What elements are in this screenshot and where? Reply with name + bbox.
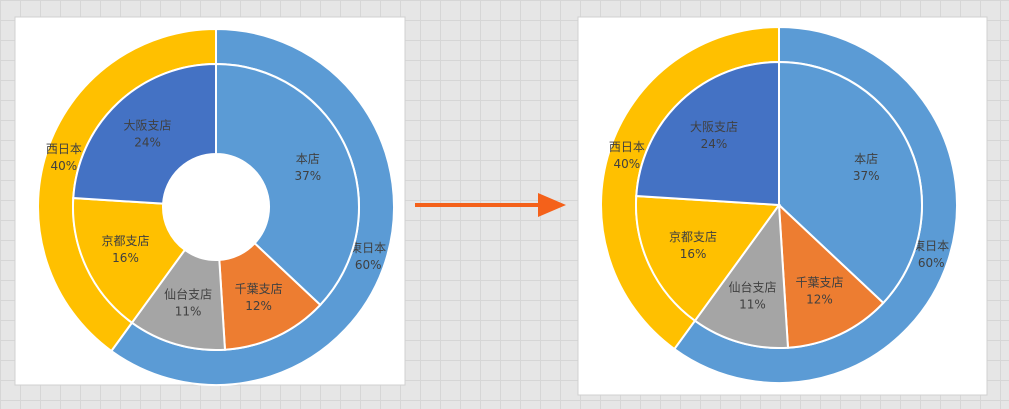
slice-label: 京都支店 (102, 234, 150, 248)
slice-value-label: 60% (918, 256, 945, 270)
wedge (72, 196, 187, 325)
slice-label: 仙台支店 (164, 287, 212, 302)
slice-label: 千葉支店 (795, 275, 843, 289)
slice-label: 大阪支店 (690, 120, 738, 134)
slice-label: 仙台支店 (728, 280, 776, 295)
slice-label: 東日本 (350, 241, 386, 255)
donut-hole (163, 154, 269, 260)
slice-value-label: 40% (50, 159, 77, 173)
wedge (635, 194, 781, 323)
slice-label: 西日本 (609, 140, 645, 154)
slice-value-label: 11% (175, 305, 202, 319)
slice-value-label: 24% (701, 137, 728, 151)
wedge (778, 60, 923, 305)
slice-label: 大阪支店 (124, 119, 172, 133)
slice-value-label: 12% (245, 299, 272, 313)
slice-value-label: 12% (806, 292, 833, 306)
wedge (777, 202, 885, 349)
slice-value-label: 40% (613, 157, 640, 171)
wedge (635, 60, 780, 207)
slice-value-label: 16% (112, 251, 139, 265)
slice-label: 本店 (296, 152, 320, 166)
slice-value-label: 24% (134, 136, 161, 150)
slice-label: 西日本 (46, 142, 82, 156)
slice-value-label: 37% (853, 169, 880, 183)
slice-label: 東日本 (913, 239, 949, 253)
slice-label: 千葉支店 (235, 282, 283, 296)
slice-value-label: 11% (739, 298, 766, 312)
slice-value-label: 16% (680, 247, 707, 261)
slice-value-label: 37% (294, 169, 321, 183)
slice-value-label: 60% (355, 258, 382, 272)
arrow-head (538, 193, 566, 217)
slice-label: 京都支店 (669, 230, 717, 244)
slice-label: 本店 (854, 152, 878, 166)
wedge (693, 202, 790, 349)
